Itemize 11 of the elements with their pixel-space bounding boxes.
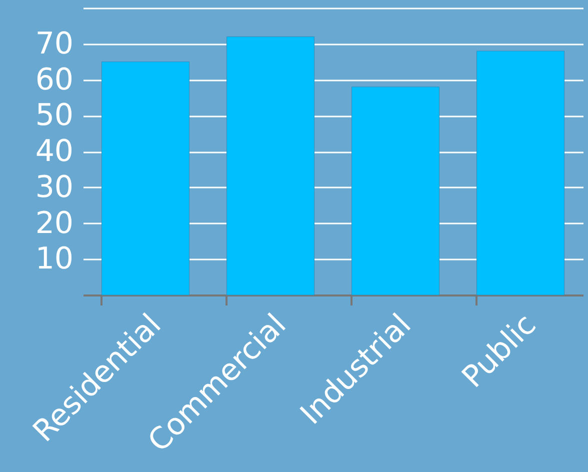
y-tick-label: 30: [35, 170, 74, 205]
bar: [476, 50, 564, 296]
y-tick-label: 70: [35, 26, 74, 62]
bar: [352, 86, 440, 296]
bar: [226, 36, 314, 296]
y-tick-label: 20: [35, 206, 74, 241]
y-tick-label: 10: [35, 242, 74, 277]
y-tick-label: 40: [35, 134, 74, 169]
y-tick-label: 50: [35, 98, 74, 134]
bar: [102, 62, 190, 296]
y-tick-label: 60: [35, 62, 74, 98]
